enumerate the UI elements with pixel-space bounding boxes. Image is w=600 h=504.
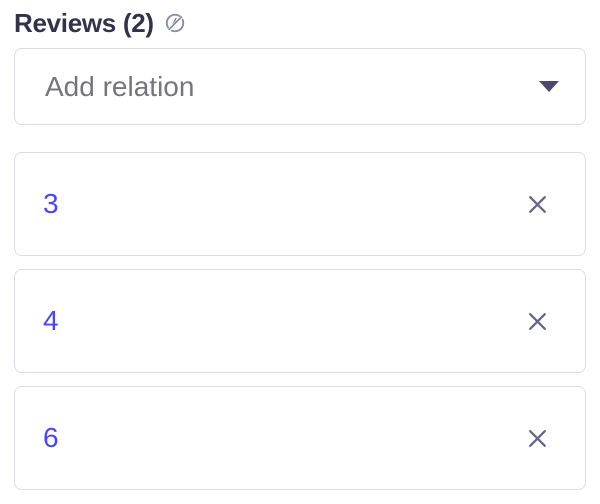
caret-down-icon[interactable] xyxy=(539,81,559,92)
add-relation-combobox[interactable] xyxy=(14,48,586,125)
bolt-slash-icon xyxy=(164,12,186,34)
relation-link[interactable]: 6 xyxy=(43,422,59,453)
close-icon xyxy=(525,192,550,217)
relation-item: 6 xyxy=(14,386,586,490)
relation-link[interactable]: 4 xyxy=(43,305,59,336)
relation-item: 4 xyxy=(14,269,586,373)
field-header: Reviews (2) xyxy=(14,8,586,38)
remove-relation-button[interactable] xyxy=(521,422,553,454)
close-icon xyxy=(525,309,550,334)
remove-relation-button[interactable] xyxy=(521,305,553,337)
relation-list: 3 4 6 xyxy=(14,152,586,504)
add-relation-input[interactable] xyxy=(45,70,527,103)
field-label: Reviews (2) xyxy=(14,8,154,38)
relation-item: 3 xyxy=(14,152,586,256)
remove-relation-button[interactable] xyxy=(521,188,553,220)
close-icon xyxy=(525,426,550,451)
relation-link[interactable]: 3 xyxy=(43,188,59,219)
